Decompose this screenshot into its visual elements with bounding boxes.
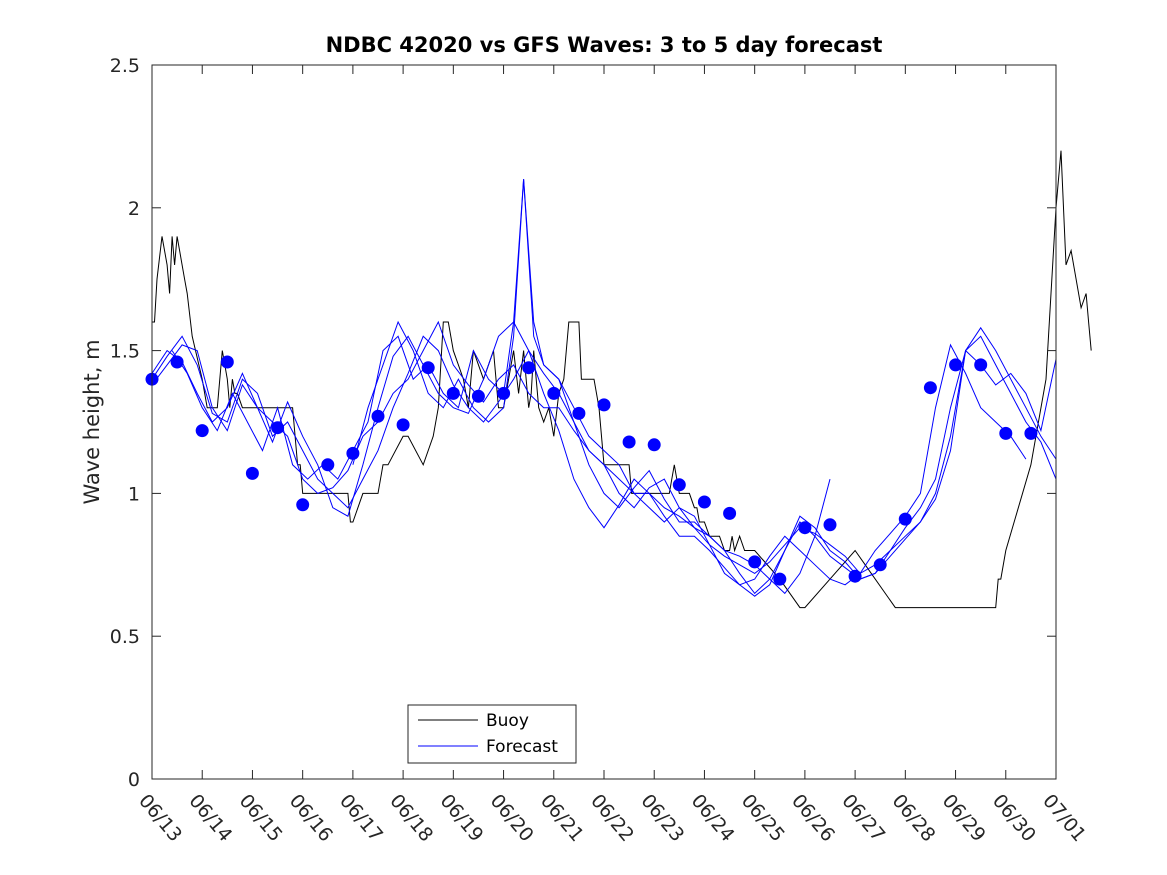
y-tick-label: 0.5 <box>110 626 140 648</box>
analysis-marker <box>321 458 335 472</box>
y-tick-label: 2 <box>128 198 140 220</box>
analysis-marker <box>697 495 711 509</box>
analysis-marker <box>798 521 812 535</box>
analysis-marker <box>923 381 937 395</box>
analysis-marker <box>195 424 209 438</box>
analysis-marker <box>245 466 259 480</box>
analysis-marker <box>346 446 360 460</box>
analysis-marker <box>170 355 184 369</box>
analysis-marker <box>371 409 385 423</box>
y-axis: 0 0.5 1 1.5 2 2.5 <box>110 55 1056 791</box>
analysis-marker <box>220 355 234 369</box>
legend-forecast-label: Forecast <box>486 737 558 757</box>
analysis-marker <box>672 478 686 492</box>
analysis-marker <box>271 421 285 435</box>
analysis-marker <box>974 358 988 372</box>
analysis-marker <box>723 506 737 520</box>
forecast-series-line-3 <box>151 321 1057 597</box>
y-tick-label: 1 <box>128 483 140 505</box>
y-tick-label: 1.5 <box>110 341 140 363</box>
analysis-marker <box>848 569 862 583</box>
forecast-series-line-5 <box>352 179 1057 595</box>
analysis-marker <box>497 386 511 400</box>
analysis-marker <box>572 406 586 420</box>
y-tick-label: 0 <box>128 769 140 791</box>
chart-title: NDBC 42020 vs GFS Waves: 3 to 5 day fore… <box>326 33 883 57</box>
analysis-marker <box>999 426 1013 440</box>
buoy-series-line <box>152 150 1092 609</box>
analysis-marker <box>522 361 536 375</box>
analysis-marker <box>898 512 912 526</box>
legend: Buoy Forecast <box>407 704 577 764</box>
analysis-marker <box>949 358 963 372</box>
analysis-marker <box>547 386 561 400</box>
analysis-marker <box>748 555 762 569</box>
analysis-marker <box>873 558 887 572</box>
plot-lines <box>151 150 1092 609</box>
y-axis-label: Wave height, m <box>80 339 104 504</box>
analysis-marker <box>471 389 485 403</box>
legend-buoy-label: Buoy <box>486 711 529 731</box>
analysis-marker <box>773 572 787 586</box>
analysis-marker <box>1024 426 1038 440</box>
analysis-marker <box>823 518 837 532</box>
analysis-marker <box>446 386 460 400</box>
analysis-marker <box>647 438 661 452</box>
legend-box <box>407 704 577 764</box>
analysis-marker <box>622 435 636 449</box>
analysis-marker <box>296 498 310 512</box>
y-tick-label: 2.5 <box>110 55 140 77</box>
analysis-marker <box>396 418 410 432</box>
plot-markers <box>145 355 1038 586</box>
forecast-series-line-4 <box>171 179 1027 586</box>
analysis-marker <box>597 398 611 412</box>
analysis-marker <box>421 361 435 375</box>
